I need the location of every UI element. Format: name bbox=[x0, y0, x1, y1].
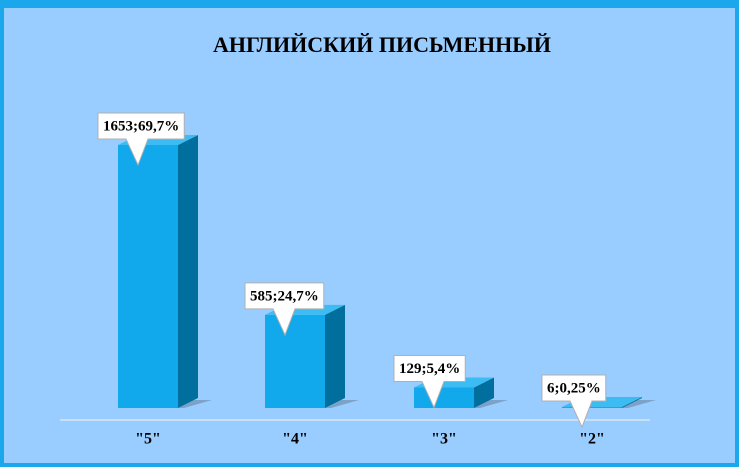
bar-side bbox=[325, 304, 345, 408]
bar-side bbox=[474, 377, 494, 408]
bar bbox=[265, 314, 325, 408]
frame-top bbox=[0, 0, 739, 8]
x-tick-label: "4" bbox=[282, 431, 308, 448]
label-callout bbox=[244, 282, 325, 337]
bar bbox=[562, 407, 622, 408]
label-callout bbox=[97, 112, 185, 167]
bar-side bbox=[622, 397, 642, 408]
data-label: 1653;69,7% bbox=[103, 118, 179, 134]
chart-title: АНГЛИЙСКИЙ ПИСЬМЕННЫЙ bbox=[213, 32, 551, 57]
label-callout bbox=[541, 374, 607, 429]
bar bbox=[414, 387, 474, 408]
data-label: 129;5,4% bbox=[399, 361, 460, 377]
bar-side bbox=[178, 135, 198, 408]
x-tick-label: "5" bbox=[135, 431, 161, 448]
bar bbox=[118, 145, 178, 408]
data-label: 585;24,7% bbox=[250, 288, 319, 304]
data-label: 6;0,25% bbox=[547, 380, 601, 396]
label-callout bbox=[393, 354, 466, 409]
x-tick-label: "2" bbox=[579, 431, 605, 448]
x-tick-label: "3" bbox=[431, 431, 457, 448]
